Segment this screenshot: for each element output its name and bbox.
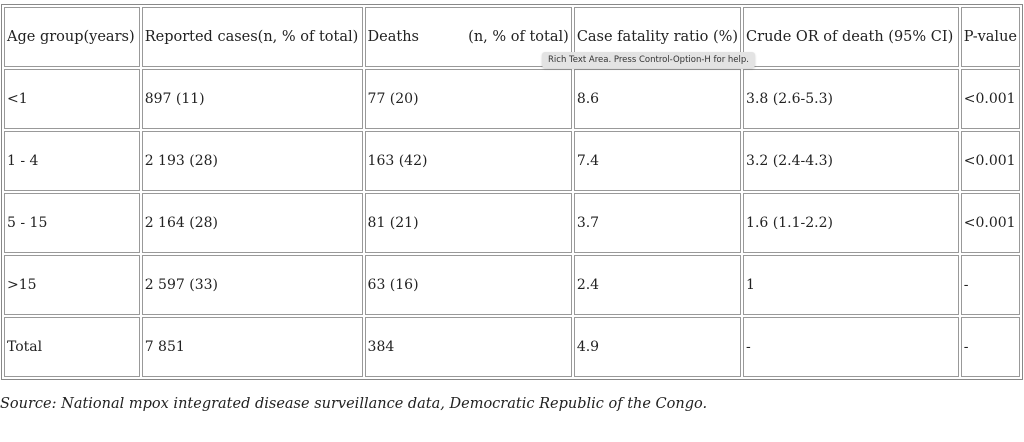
cell-age-group: 1 - 4 [4, 131, 140, 191]
cell-crude-or: 1 [743, 255, 959, 315]
tooltip: Rich Text Area. Press Control-Option-H f… [542, 52, 755, 68]
cell-p-value: <0.001 [960, 131, 1020, 191]
cell-crude-or: 3.2 (2.4-4.3) [743, 131, 959, 191]
cell-p-value: <0.001 [960, 193, 1020, 253]
table-row: >15 2 597 (33) 63 (16) 2.4 1- [4, 255, 1020, 315]
cell-age-group: 5 - 15 [4, 193, 140, 253]
table-row: 5 - 15 2 164 (28) 81 (21) 3.7 1.6 (1.1-2.2) <… [4, 193, 1020, 253]
cell-deaths: 77 (20) [364, 69, 572, 129]
cell-cfr: 8.6 [573, 69, 742, 129]
cell-p-value: - [960, 255, 1020, 315]
cell-cfr: 2.4 [573, 255, 742, 315]
cell-crude-or: - [743, 317, 959, 377]
data-table: Age group(years) Reported cases(n, % of … [1, 4, 1023, 380]
cell-age-group: Total [4, 317, 140, 377]
cell-p-value: - [960, 317, 1020, 377]
header-deaths: Deaths (n, % of total) [364, 7, 572, 67]
cell-age-group: <1 [4, 69, 140, 129]
cell-crude-or: 1.6 (1.1-2.2) [743, 193, 959, 253]
header-age-group: Age group(years) [4, 7, 140, 67]
table-row: Total 7 851 384 4.9- - [4, 317, 1020, 377]
source-note: Source: National mpox integrated disease… [0, 396, 708, 412]
cell-reported-cases: 2 597 (33) [141, 255, 363, 315]
header-crude-or: Crude OR of death (95% CI) [743, 7, 959, 67]
cell-reported-cases: 2 193 (28) [141, 131, 363, 191]
cell-deaths: 163 (42) [364, 131, 572, 191]
table-row: <1 897 (11) 77 (20) 8.6 3.8 (2.6-5.3) <0.001 [4, 69, 1020, 129]
table-header-row: Age group(years) Reported cases(n, % of … [4, 7, 1020, 67]
cell-age-group: >15 [4, 255, 140, 315]
cell-reported-cases: 897 (11) [141, 69, 363, 129]
header-deaths-unit: (n, % of total) [468, 29, 569, 45]
cell-crude-or: 3.8 (2.6-5.3) [743, 69, 959, 129]
cell-reported-cases: 2 164 (28) [141, 193, 363, 253]
header-p-value: P-value [960, 7, 1020, 67]
cell-deaths: 81 (21) [364, 193, 572, 253]
cell-p-value: <0.001 [960, 69, 1020, 129]
header-reported-cases: Reported cases(n, % of total) [141, 7, 363, 67]
cell-reported-cases: 7 851 [141, 317, 363, 377]
cell-cfr: 3.7 [573, 193, 742, 253]
cell-deaths: 63 (16) [364, 255, 572, 315]
cell-deaths: 384 [364, 317, 572, 377]
header-deaths-label: Deaths [367, 29, 419, 45]
cell-cfr: 4.9 [573, 317, 742, 377]
cell-cfr: 7.4 [573, 131, 742, 191]
